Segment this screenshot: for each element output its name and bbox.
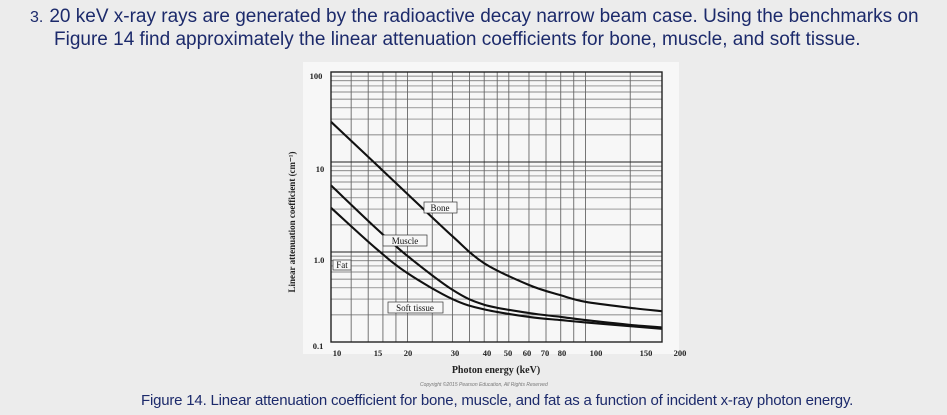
- annotation-box: [387, 301, 444, 314]
- x-tick-label: 20: [404, 348, 413, 358]
- question-line-1: 3. 20 keV x-ray rays are generated by the…: [30, 6, 919, 28]
- x-tick-label: 30: [451, 348, 460, 358]
- copyright-notice: Copyright ©2015 Pearson Education, All R…: [420, 382, 548, 388]
- x-tick-label: 200: [674, 348, 687, 358]
- x-tick-label: 150: [640, 348, 653, 358]
- question-text-2: Figure 14 find approximately the linear …: [54, 29, 861, 50]
- x-tick-labels: 10 15 20 30 40 50 60 70 80 100 150 200: [333, 348, 687, 358]
- x-tick-label: 100: [590, 348, 603, 358]
- y-axis-label: Linear attenuation coefficient (cm⁻¹): [287, 151, 297, 292]
- plot-frame: [330, 71, 663, 343]
- y-tick-label: 100: [310, 71, 323, 81]
- annotation-label: Fat: [336, 260, 348, 270]
- annotation-box: [332, 259, 352, 271]
- chart-grid: [330, 72, 663, 343]
- x-tick-label: 60: [523, 348, 532, 358]
- curve-annotations: Bone Muscle Fat Soft tissue: [332, 201, 458, 314]
- x-tick-label: 70: [541, 348, 550, 358]
- x-tick-label: 40: [483, 348, 492, 358]
- annotation-box: [382, 234, 428, 247]
- x-tick-label: 15: [374, 348, 383, 358]
- x-tick-label: 10: [333, 348, 342, 358]
- y-tick-label: 0.1: [313, 341, 324, 351]
- question-number: 3.: [30, 9, 44, 26]
- annotation-label: Muscle: [392, 236, 419, 246]
- series-curve-fat: [330, 207, 663, 330]
- x-tick-label: 50: [504, 348, 513, 358]
- annotation-label: Soft tissue: [396, 303, 434, 313]
- y-tick-label: 1.0: [314, 255, 325, 265]
- y-tick-label: 10: [316, 164, 325, 174]
- annotation-box: [423, 201, 458, 214]
- annotation-label: Bone: [431, 203, 450, 213]
- x-axis-label: Photon energy (keV): [452, 365, 540, 376]
- y-tick-labels: 0.1 1.0 10 100: [310, 71, 325, 351]
- figure-caption: Figure 14. Linear attenuation coefficien…: [141, 392, 854, 409]
- x-tick-label: 80: [558, 348, 567, 358]
- question-text-1: 20 keV x-ray rays are generated by the r…: [49, 6, 919, 27]
- series-curve-bone: [330, 121, 663, 313]
